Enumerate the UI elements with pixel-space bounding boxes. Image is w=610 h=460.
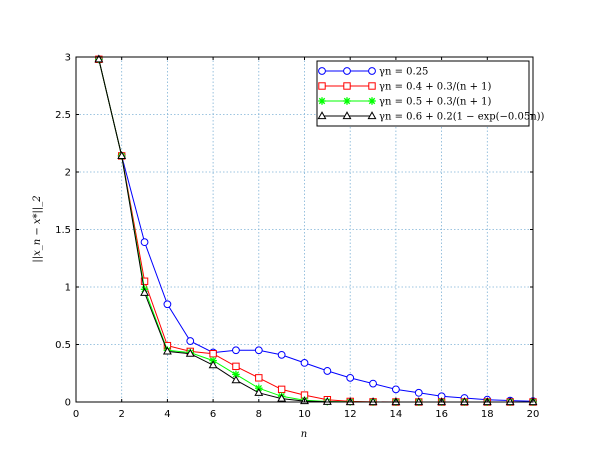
legend-label: γn = 0.5 + 0.3/(n + 1): [379, 97, 492, 108]
data-point: [323, 367, 332, 375]
legend-marker: [318, 67, 326, 75]
data-point: [254, 346, 263, 355]
x-axis-label: n: [301, 429, 307, 440]
data-point: [459, 397, 469, 406]
y-tick-label: 1.5: [55, 225, 71, 236]
data-point: [414, 397, 424, 406]
legend-marker: [343, 97, 351, 105]
legend-marker: [343, 82, 351, 90]
legend-marker: [368, 97, 376, 105]
data-point: [414, 388, 423, 397]
data-point: [277, 350, 286, 359]
legend-marker: [318, 82, 326, 90]
data-point: [162, 346, 172, 355]
y-tick-label: 2: [65, 168, 71, 179]
legend: γn = 0.25 γn = 0.4 + 0.3/(n + 1) γn = 0.5 …: [316, 60, 545, 127]
x-tick-label: 8: [256, 409, 262, 420]
data-point: [232, 346, 240, 355]
y-tick-label: 0.5: [55, 340, 71, 351]
data-point: [186, 337, 195, 345]
data-point: [346, 373, 355, 382]
data-point: [300, 359, 309, 367]
data-point: [369, 379, 377, 388]
legend-entry: γn = 0.25: [318, 67, 428, 78]
legend-marker: [318, 97, 326, 105]
data-point: [117, 151, 127, 159]
ticks: 0 2 4 6 8 10 12 14 16 18 20 0 0.5 1 1.5 2 2.5 3: [55, 53, 539, 421]
data-point: [140, 277, 149, 285]
x-tick-label: 16: [435, 409, 448, 420]
legend-marker: [317, 111, 327, 120]
x-tick-label: 0: [73, 409, 79, 420]
data-point: [322, 396, 332, 405]
x-tick-label: 20: [527, 409, 540, 420]
y-tick-label: 3: [65, 53, 71, 64]
x-tick-label: 6: [210, 409, 216, 420]
data-point: [505, 397, 515, 406]
legend-marker: [368, 82, 376, 90]
data-point: [209, 350, 217, 358]
y-tick-label: 2.5: [55, 110, 71, 121]
y-tick-label: 0: [65, 398, 71, 409]
data-point: [277, 385, 286, 394]
legend-marker: [342, 111, 352, 120]
data-point: [277, 393, 287, 402]
legend-label: γn = 0.25: [379, 67, 428, 78]
data-point: [392, 385, 400, 394]
data-point: [208, 360, 218, 369]
data-point: [368, 397, 378, 406]
data-point: [140, 287, 150, 296]
x-tick-label: 10: [298, 409, 311, 420]
legend-box: [316, 60, 530, 127]
data-point: [232, 370, 240, 379]
legend-entry: γn = 0.6 + 0.2(1 − exp(−0.05n)): [317, 111, 545, 123]
data-point: [163, 300, 172, 309]
y-tick-label: 1: [65, 283, 71, 294]
legend-entry: γn = 0.4 + 0.3/(n + 1): [318, 82, 492, 93]
x-tick-label: 2: [119, 409, 125, 420]
legend-marker: [367, 111, 377, 120]
data-point: [140, 238, 149, 247]
legend-label: γn = 0.4 + 0.3/(n + 1): [379, 82, 492, 93]
data-point: [255, 374, 263, 382]
data-point: [254, 387, 264, 396]
x-tick-label: 18: [481, 409, 494, 420]
x-tick-label: 14: [390, 409, 403, 420]
legend-marker: [368, 67, 376, 75]
legend-entry: γn = 0.5 + 0.3/(n + 1): [318, 97, 492, 108]
data-point: [231, 375, 241, 384]
legend-label: γn = 0.6 + 0.2(1 − exp(−0.05n)): [379, 112, 545, 123]
data-point: [185, 348, 195, 357]
data-point: [94, 54, 104, 63]
data-point: [232, 362, 240, 371]
y-axis-label: ||x_n − x*||_2: [32, 195, 43, 262]
legend-marker: [343, 67, 351, 75]
x-tick-label: 12: [344, 409, 357, 420]
x-tick-label: 4: [164, 409, 170, 420]
